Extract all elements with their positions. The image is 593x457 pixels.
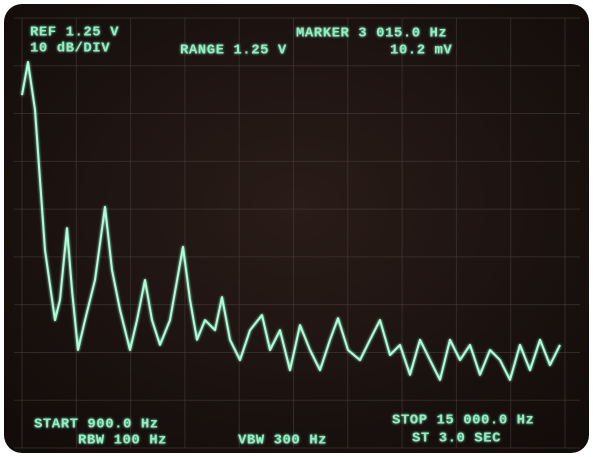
readout-text: RBW 100 Hz <box>78 433 167 449</box>
readout-text: ST 3.0 SEC <box>412 431 501 447</box>
readout-text: 10.2 mV <box>390 43 452 59</box>
readout-text: REF 1.25 V <box>30 25 119 41</box>
readout-text: RANGE 1.25 V <box>180 43 287 59</box>
readout-text: START 900.0 Hz <box>34 417 159 433</box>
readout-text: MARKER 3 015.0 Hz <box>296 26 447 42</box>
readout-text: VBW 300 Hz <box>238 433 327 449</box>
readout-text: STOP 15 000.0 Hz <box>392 413 534 429</box>
crt-screen <box>4 4 589 453</box>
screen-photo: REF 1.25 V10 dB/DIV RANGE 1.25 V MARKER 3 … <box>0 0 593 457</box>
readout-text: 10 dB/DIV <box>30 41 110 57</box>
page: {"chart_data": { "type": "line", "annota… <box>0 0 593 457</box>
